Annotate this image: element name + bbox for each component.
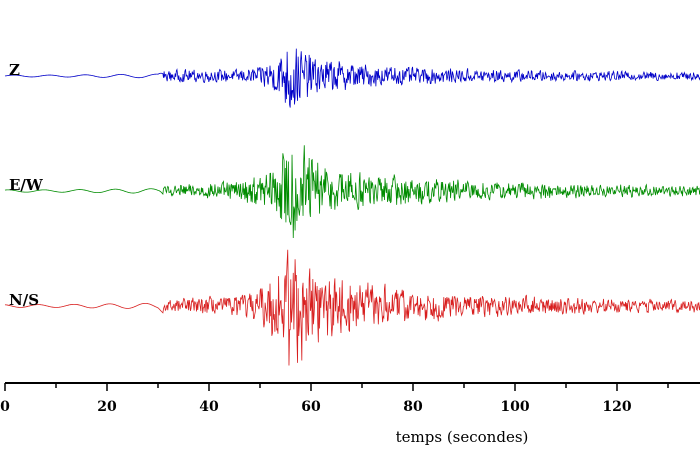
x-tick-label: 80 bbox=[403, 399, 423, 415]
x-tick-label: 20 bbox=[97, 399, 117, 415]
x-axis-title: temps (secondes) bbox=[396, 428, 529, 446]
x-tick-label: 0 bbox=[0, 399, 10, 415]
trace-z bbox=[4, 48, 700, 108]
trace-label-ns: N/S bbox=[9, 291, 39, 309]
trace-ew bbox=[4, 145, 700, 239]
trace-label-group: Z E/W N/S bbox=[9, 61, 44, 309]
x-tick-label: 100 bbox=[500, 399, 529, 415]
trace-label-ew: E/W bbox=[9, 176, 44, 194]
x-tick-label: 60 bbox=[301, 399, 321, 415]
x-tick-label: 40 bbox=[199, 399, 219, 415]
x-tick-label: 120 bbox=[602, 399, 631, 415]
trace-ns bbox=[4, 249, 700, 366]
x-axis: 0 20 40 60 80 100 120 bbox=[0, 382, 700, 415]
trace-label-z: Z bbox=[9, 61, 20, 79]
trace-group bbox=[4, 48, 700, 366]
